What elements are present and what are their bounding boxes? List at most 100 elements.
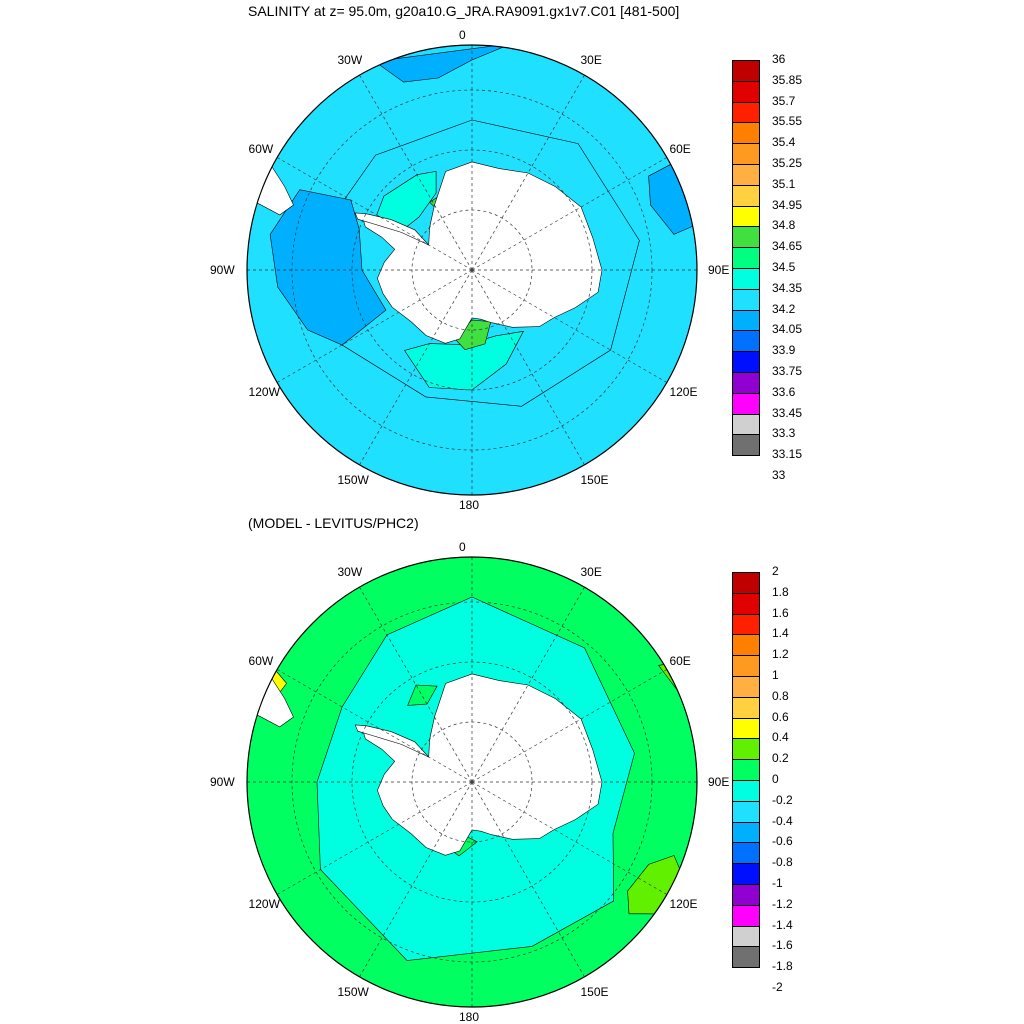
colorbar-swatch (732, 821, 760, 844)
colorbar-swatch (732, 572, 760, 594)
meridian-10 (276, 669, 473, 783)
longitude-label: 120E (669, 896, 698, 911)
colorbar-swatch (732, 759, 760, 781)
longitude-label: 120W (248, 384, 280, 399)
meridian-10 (276, 157, 473, 271)
colorbar-label: -1.2 (772, 896, 793, 911)
longitude-label: 30W (337, 564, 363, 579)
colorbar-swatch (732, 392, 760, 415)
colorbar-label: 36 (772, 52, 786, 66)
meridian-8 (276, 269, 473, 383)
colorbar-swatch (732, 946, 760, 969)
longitude-label: 60W (248, 653, 274, 668)
colorbar-swatch (732, 863, 760, 885)
longitude-label: 0 (459, 28, 466, 42)
colorbar-swatch (732, 309, 760, 332)
colorbar-swatch (732, 717, 760, 740)
longitude-label: 150E (580, 985, 609, 1000)
colorbar-label: 33.75 (772, 364, 803, 378)
colorbar-swatch (732, 655, 760, 677)
colorbar-label: 34.95 (772, 197, 803, 212)
colorbar-swatch (732, 434, 760, 457)
colorbar-label: 0.2 (772, 751, 789, 766)
salty-ross-shelf (453, 319, 492, 351)
antarctic-peninsula (354, 724, 429, 758)
colorbar-swatch (732, 143, 760, 165)
colorbar-swatch (732, 288, 760, 311)
colorbar-swatch (732, 676, 760, 698)
meridian-7 (359, 269, 473, 466)
longitude-label: 60W (248, 141, 274, 156)
colorbar-label: 35.25 (772, 156, 803, 170)
colorbar-swatch (732, 226, 760, 249)
meridian-1 (471, 586, 585, 783)
longitude-label: 30W (337, 52, 363, 67)
colorbar-label: -1 (772, 876, 783, 890)
map-frame (246, 44, 698, 496)
meridian-4 (471, 269, 668, 383)
fresh-atlantic-patch (374, 45, 513, 83)
colorbar-label: 35.55 (772, 114, 803, 129)
colorbar-label: 33 (772, 468, 786, 482)
weddell-positive (407, 684, 438, 706)
longitude-label: 30E (580, 52, 602, 67)
colorbar-label: -0.2 (772, 792, 793, 807)
longitude-label: 60E (669, 141, 691, 156)
panel2-title: (MODEL - LEVITUS/PHC2) (248, 515, 419, 531)
colorbar-swatch (732, 904, 760, 927)
colorbar-label: 33.3 (772, 426, 796, 441)
meridian-1 (471, 74, 585, 271)
colorbar-swatch (732, 351, 760, 373)
colorbar-label: 2 (772, 564, 779, 578)
longitude-label: 90E (708, 775, 730, 789)
colorbar-label: -0.4 (772, 813, 793, 828)
colorbar-label: -2 (772, 980, 783, 994)
colorbar-label: 34.35 (772, 280, 803, 295)
longitude-label: 150W (337, 473, 369, 488)
colorbar-label: 1.4 (772, 626, 789, 641)
colorbar-swatch (732, 80, 760, 103)
meridian-5 (471, 269, 585, 466)
colorbar-swatch (732, 842, 760, 865)
longitude-label: 90W (210, 775, 235, 789)
colorbar-label: 35.7 (772, 93, 796, 108)
longitude-label: 120E (669, 384, 698, 399)
antarctic-peninsula (354, 212, 429, 246)
longitude-label: 150E (580, 473, 609, 488)
colorbar-swatch (732, 372, 760, 394)
colorbar-label: 0.8 (772, 688, 789, 703)
longitude-label: 90E (708, 263, 730, 277)
meridian-4 (471, 781, 668, 895)
colorbar-label: 34.05 (772, 322, 803, 337)
colorbar-swatch (732, 613, 760, 636)
longitude-label: 180 (459, 1010, 480, 1024)
colorbar-label: 1.6 (772, 605, 789, 620)
colorbar-swatch (732, 330, 760, 353)
colorbar-swatch (732, 60, 760, 82)
meridian-7 (359, 781, 473, 978)
colorbar-swatch (732, 800, 760, 823)
colorbar-label: 33.6 (772, 384, 796, 399)
colorbar-label: 1 (772, 668, 779, 682)
colorbar-label: 33.45 (772, 405, 803, 420)
longitude-label: 0 (459, 540, 466, 554)
colorbar-label: -0.8 (772, 855, 793, 870)
meridian-2 (471, 157, 668, 271)
colorbar-swatch (732, 925, 760, 948)
colorbar-swatch (732, 101, 760, 124)
fresh-pacific-sector (269, 189, 387, 346)
colorbar-label: 1.2 (772, 647, 789, 662)
longitude-label: 180 (459, 498, 480, 512)
meridian-11 (359, 586, 473, 783)
meridian-2 (471, 669, 668, 783)
colorbar-label: -1.8 (772, 959, 793, 974)
colorbar-label: 1.8 (772, 584, 789, 599)
colorbar-swatch (732, 738, 760, 761)
meridian-8 (276, 781, 473, 895)
colorbar-label: 33.15 (772, 447, 803, 462)
longitude-label: 150W (337, 985, 369, 1000)
colorbar-label: 0.6 (772, 709, 789, 724)
colorbar-swatch (732, 164, 760, 186)
colorbar-swatch (732, 205, 760, 228)
colorbar-swatch (732, 122, 760, 145)
